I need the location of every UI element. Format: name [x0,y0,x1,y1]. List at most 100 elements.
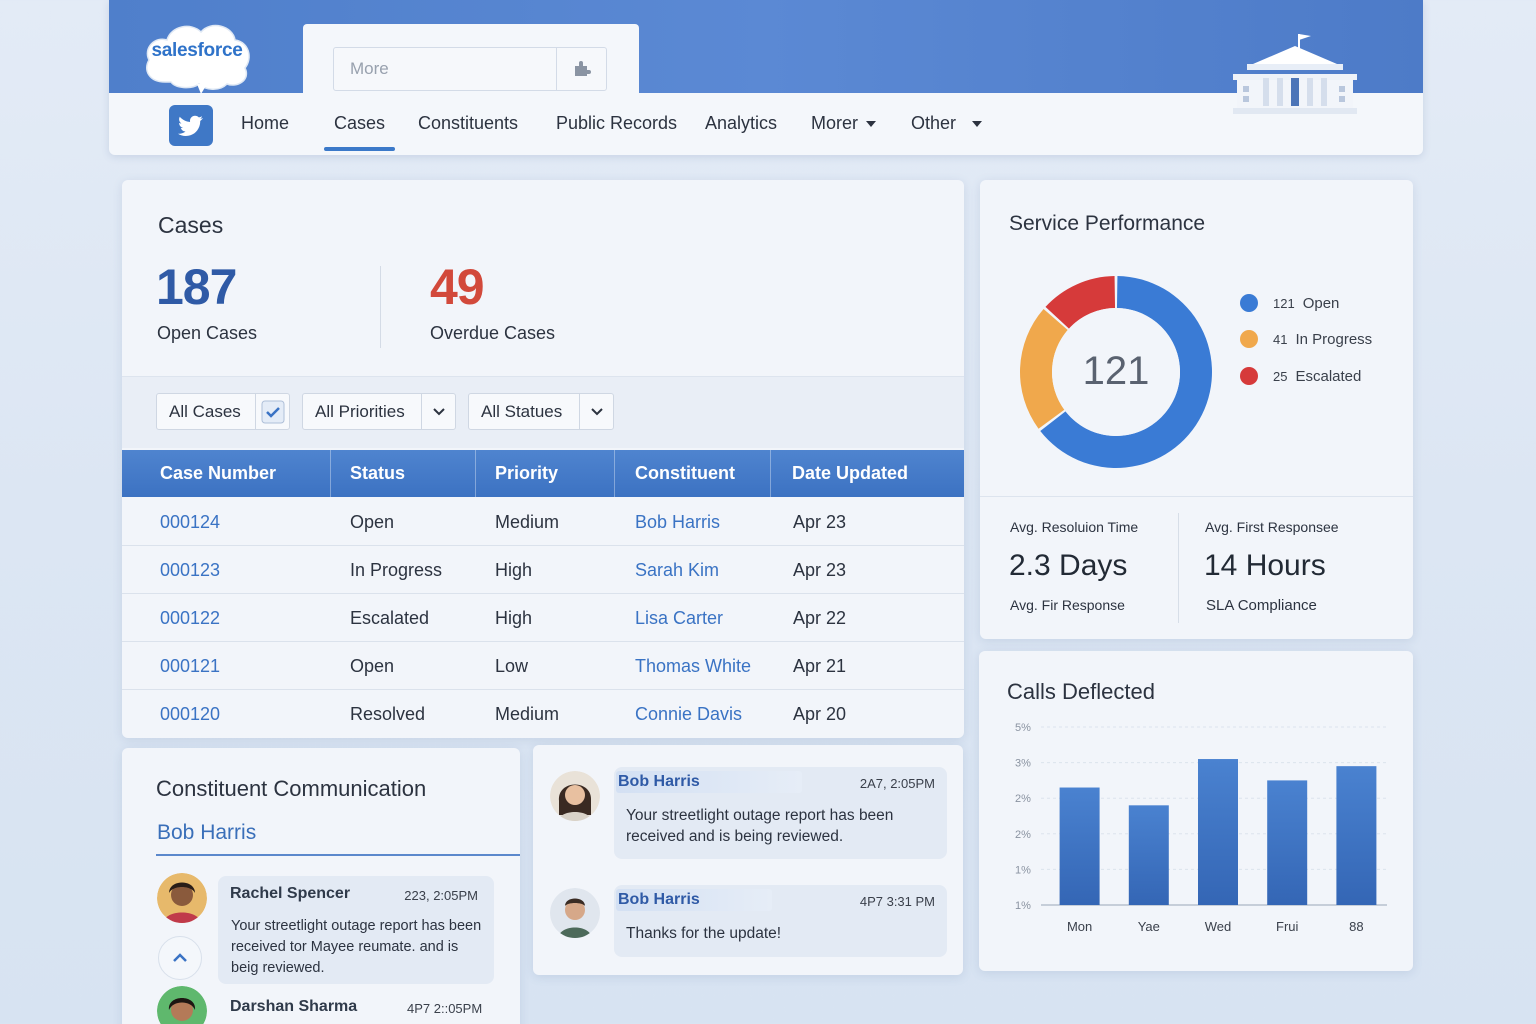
case-number-link[interactable]: 000123 [160,560,221,580]
case-priority: High [495,608,533,628]
case-number-link[interactable]: 000122 [160,608,221,628]
avg-resolution-value: 2.3 Days [1009,549,1128,582]
avg-first-response-value: 14 Hours [1204,549,1326,582]
constituent-link[interactable]: Connie Davis [635,704,743,724]
case-status: Resolved [350,704,426,724]
cases-panel: Cases 187 Open Cases 49 Overdue Cases Al… [122,180,964,738]
table-row[interactable]: 000124 Open Medium Bob Harris Apr 23 [122,498,964,546]
message-text: Thanks for the update! [626,925,782,942]
case-date: Apr 22 [793,608,847,628]
filter-all-priorities[interactable]: All Priorities [302,393,456,430]
legend-count: 25 [1273,369,1288,384]
column-header-case-number[interactable]: Case Number [160,463,277,483]
legend-label: In Progress [1295,331,1373,348]
table-row[interactable]: 000123 In Progress High Sarah Kim Apr 23 [122,546,964,594]
calls-deflected-panel: Calls Deflected 5% 3% 2% 2% 1% 1% Mon Yae Wed Fru… [979,651,1413,971]
message-sender: Bob Harris [618,773,700,790]
avg-first-response-label: Avg. First Responsee [1205,519,1339,535]
main-nav: Home Cases Constituents Public Records A… [109,93,1423,155]
legend-label: Open [1302,295,1340,312]
constituent-link[interactable]: Lisa Carter [635,608,724,628]
service-performance-title: Service Performance [1009,212,1206,235]
y-tick-label: 2% [1015,829,1031,841]
nav-analytics[interactable]: Analytics [705,113,778,133]
communication-contact-name[interactable]: Bob Harris [157,821,257,844]
bar-wed[interactable] [1198,759,1238,905]
column-header-date-updated[interactable]: Date Updated [792,463,909,483]
filter-all-statuses[interactable]: All Statues [468,393,614,430]
subtitle-underline [156,854,520,856]
case-number-link[interactable]: 000121 [160,656,221,676]
avatar [550,771,600,821]
bar-88[interactable] [1336,766,1377,905]
case-date: Apr 21 [793,656,847,676]
performance-donut-chart: 121 [1020,276,1212,468]
nav-public-records[interactable]: Public Records [556,113,678,133]
performance-stats: Avg. Resoluion Time 2.3 Days Avg. Fir Re… [980,496,1413,639]
donut-slice-escalated[interactable] [1045,276,1116,329]
case-date: Apr 23 [793,512,847,532]
column-header-constituent[interactable]: Constituent [635,463,735,483]
chevron-up-icon [173,953,187,962]
avg-first-response-sub: Avg. Fir Response [1010,597,1125,613]
chevron-down-icon [972,121,983,128]
case-priority: Medium [495,512,560,532]
cases-table-header: Case Number Status Priority Constituent … [122,450,964,497]
twitter-bird-icon [178,115,203,136]
case-status: Open [350,656,395,676]
message-time: 2A7, 2:05PM [859,776,935,791]
nav-other-dropdown[interactable]: Other [911,113,983,134]
message-sender: Darshan Sharma [230,998,358,1015]
bar-mon[interactable] [1059,787,1100,905]
open-cases-count: 187 [156,259,237,315]
nav-cases[interactable]: Cases [323,113,396,151]
table-row[interactable]: 000121 Open Low Thomas White Apr 21 [122,642,964,690]
legend-dot [1240,294,1258,312]
constituent-link[interactable]: Thomas White [635,656,752,676]
table-row[interactable]: 000122 Escalated High Lisa Carter Apr 22 [122,594,964,642]
case-priority: Low [495,656,529,676]
table-row[interactable]: 000120 Resolved Medium Connie Davis Apr … [122,690,964,738]
message-bubble: Bob Harris 4P7 3:31 PM Thanks for the up… [614,885,947,957]
sender-chip [616,771,802,793]
cases-title: Cases [158,212,224,238]
message-time: 4P7 3:31 PM [859,894,935,909]
twitter-button[interactable] [169,105,213,146]
column-header-status[interactable]: Status [350,463,406,483]
nav-home[interactable]: Home [241,113,290,133]
filter-bar: All Cases All Priorities All Statues [122,376,964,448]
search-input[interactable] [338,50,548,88]
calls-deflected-bar-chart: 5% 3% 2% 2% 1% 1% Mon Yae Wed Frui 88 [1015,722,1387,934]
case-number-link[interactable]: 000120 [160,704,221,724]
nav-more-label: Morer [811,113,859,133]
message-sender: Rachel Spencer [230,885,351,902]
message-text: Your streetlight outage report has been … [626,807,894,845]
filter-check-button[interactable] [255,394,289,429]
scroll-up-button[interactable] [158,936,202,980]
calls-deflected-title: Calls Deflected [1007,679,1155,704]
y-tick-label: 2% [1015,793,1031,805]
search-button[interactable] [556,48,606,90]
legend-count: 121 [1273,296,1295,311]
filter-label: All Statues [481,402,563,421]
x-tick-label: Yae [1138,919,1160,934]
x-tick-label: 88 [1349,919,1363,934]
donut-slice-in-progress[interactable] [1020,309,1068,429]
filter-all-cases[interactable]: All Cases [156,393,290,430]
constituent-link[interactable]: Sarah Kim [635,560,720,580]
legend-dot [1240,330,1258,348]
x-tick-label: Mon [1067,919,1092,934]
nav-more-dropdown[interactable]: Morer [811,113,877,134]
bar-frui[interactable] [1267,780,1308,905]
search-panel [303,24,639,99]
case-date: Apr 23 [793,560,847,580]
case-number-link[interactable]: 000124 [160,512,221,532]
constituent-link[interactable]: Bob Harris [635,512,721,532]
column-header-priority[interactable]: Priority [495,463,559,483]
donut-center-value: 121 [1083,349,1150,393]
salesforce-logo[interactable]: salesforce [141,18,253,94]
column-separator [614,450,615,497]
bar-yae[interactable] [1128,805,1169,905]
donut-slice-open[interactable] [1040,276,1212,468]
nav-constituents[interactable]: Constituents [418,113,519,133]
